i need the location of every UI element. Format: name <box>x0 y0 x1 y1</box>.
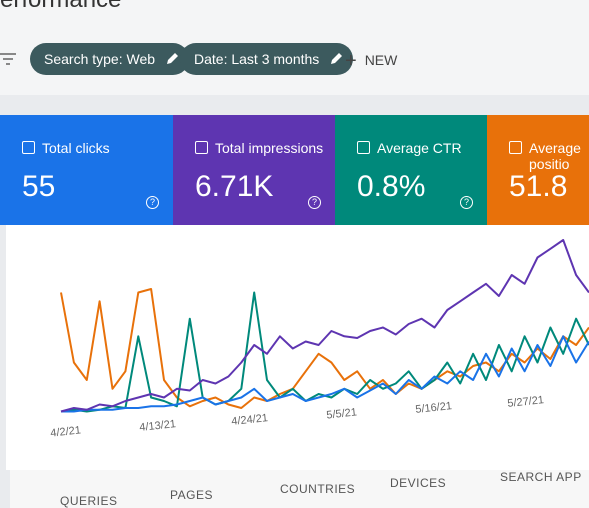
card-label: Average positio <box>509 140 589 172</box>
new-label: NEW <box>364 52 398 68</box>
page-title: erformance <box>0 0 121 14</box>
series-line <box>61 335 589 413</box>
metric-card[interactable]: Total impressions 6.71K? <box>173 115 335 225</box>
help-icon: ? <box>460 196 473 209</box>
header: erformance Search type: Web Date: Last 3… <box>0 0 589 95</box>
chart-panel: 4/2/21 4/13/21 4/24/21 5/5/21 5/16/21 5/27/21… <box>6 225 589 470</box>
x-tick-label: 5/27/21 <box>507 394 545 410</box>
edit-icon <box>331 53 343 64</box>
card-label: Total impressions <box>195 140 323 156</box>
card-value: 51.8 <box>509 170 568 203</box>
x-tick-label: 4/13/21 <box>139 418 177 434</box>
tab[interactable]: QUERIES <box>60 494 118 508</box>
tab[interactable]: COUNTRIES <box>280 482 356 496</box>
new-button[interactable]: + NEW <box>345 50 398 72</box>
x-tick-label: 5/5/21 <box>326 406 358 421</box>
edit-icon <box>167 53 179 64</box>
help-icon: ? <box>146 196 159 209</box>
line-chart: 4/2/21 4/13/21 4/24/21 5/5/21 5/16/21 5/27/21… <box>50 239 589 440</box>
series-line <box>60 239 589 413</box>
tab[interactable]: DEVICES <box>390 476 447 490</box>
chip-label: Search type: Web <box>44 51 156 67</box>
card-value: 6.71K <box>195 170 274 203</box>
tab[interactable]: PAGES <box>170 488 213 502</box>
chip-label: Date: Last 3 months <box>194 51 320 67</box>
series-line <box>60 288 589 409</box>
x-tick-label: 4/24/21 <box>231 412 269 428</box>
filter-chip[interactable]: Search type: Web <box>30 43 190 75</box>
help-icon: ? <box>308 196 321 209</box>
metric-card[interactable]: Average CTR 0.8%? <box>335 115 487 225</box>
card-value: 0.8% <box>357 170 426 203</box>
card-label: Total clicks <box>22 140 110 156</box>
tab[interactable]: SEARCH APP <box>500 470 582 484</box>
tab-bar: QUERIES PAGES COUNTRIES DEVICES SEARCH APP <box>10 470 589 508</box>
filter-icon[interactable] <box>0 52 16 66</box>
x-tick-label: 5/16/21 <box>415 400 453 416</box>
metric-card[interactable]: Average positio 51.8 <box>487 115 589 225</box>
filter-chip[interactable]: Date: Last 3 months <box>180 43 354 75</box>
x-tick-label: 4/2/21 <box>50 424 82 439</box>
card-value: 55 <box>22 170 56 203</box>
card-label: Average CTR <box>357 140 462 156</box>
metric-card[interactable]: Total clicks 55? <box>0 115 173 225</box>
